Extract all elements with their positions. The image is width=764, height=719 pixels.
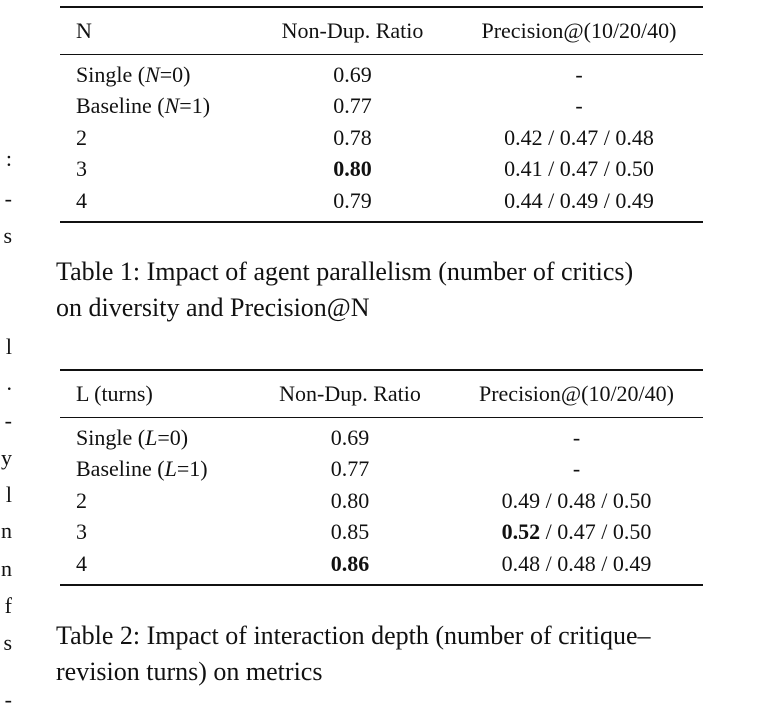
margin-fragment: -: [4, 186, 12, 211]
margin-fragment: l: [5, 334, 12, 359]
header-n: N: [60, 6, 250, 55]
non-dup-ratio-value: 0.77: [330, 456, 370, 482]
non-dup-ratio-value: 0.78: [333, 124, 372, 150]
non-dup-ratio-value: 0.80: [333, 156, 372, 182]
margin-fragment: s: [3, 223, 12, 248]
table-1-caption: Table 1: Impact of agent parallelism (nu…: [56, 254, 736, 326]
precision-value: 0.49 / 0.48 / 0.50: [501, 487, 652, 513]
margin-fragment: y: [1, 445, 12, 470]
non-dup-ratio-value: 0.85: [330, 519, 370, 545]
precision-value: 0.42 / 0.47 / 0.48: [504, 124, 654, 150]
caption-line: Table 2: Impact of interaction depth (nu…: [56, 621, 651, 650]
table-row: 3 0.80 0.41 / 0.47 / 0.50: [60, 154, 703, 186]
row-label: 3: [76, 156, 87, 182]
non-dup-ratio-value: 0.69: [333, 61, 372, 87]
table-row: 3 0.85 0.52 / 0.47 / 0.50: [60, 517, 703, 549]
caption-line: revision turns) on metrics: [56, 657, 323, 686]
margin-fragment: s: [3, 630, 12, 655]
table-row: 4 0.79 0.44 / 0.49 / 0.49: [60, 185, 703, 223]
non-dup-ratio-value: 0.86: [250, 548, 450, 586]
header-l-turns: L (turns): [60, 369, 250, 418]
row-label: 4: [60, 548, 250, 586]
row-label: Single (L=0): [76, 424, 189, 450]
row-label: 3: [76, 519, 87, 545]
table-2-caption: Table 2: Impact of interaction depth (nu…: [56, 618, 736, 690]
caption-line: Table 1: Impact of agent parallelism (nu…: [56, 257, 634, 286]
margin-fragment: -: [4, 408, 12, 433]
margin-fragment: l: [5, 482, 12, 507]
precision-value: 0.52 / 0.47 / 0.50: [501, 519, 652, 545]
margin-fragment: n: [1, 518, 12, 543]
precision-value: -: [575, 93, 583, 119]
non-dup-ratio-value: 0.69: [330, 424, 370, 450]
table-row: 2 0.78 0.42 / 0.47 / 0.48: [60, 122, 703, 154]
margin-fragment: .: [6, 370, 13, 395]
precision-value: -: [572, 456, 581, 482]
margin-fragment: n: [1, 556, 12, 581]
table-row: Single (L=0) 0.69 -: [60, 418, 703, 454]
row-label: Baseline (N=1): [76, 93, 211, 119]
table-row: 2 0.80 0.49 / 0.48 / 0.50: [60, 485, 703, 517]
table-row: 4 0.86 0.48 / 0.48 / 0.49: [60, 548, 703, 586]
table-interaction-depth: L (turns) Non-Dup. Ratio Precision@(10/2…: [60, 369, 703, 586]
non-dup-ratio-value: 0.80: [330, 487, 370, 513]
header-precision: Precision@(10/20/40): [455, 6, 703, 55]
row-label: 2: [76, 124, 87, 150]
margin-fragment: f: [4, 593, 12, 618]
row-label: 4: [60, 185, 250, 223]
table-header-row: N Non-Dup. Ratio Precision@(10/20/40): [60, 6, 703, 55]
caption-line: on diversity and Precision@N: [56, 293, 370, 322]
precision-value: 0.44 / 0.49 / 0.49: [455, 185, 703, 223]
table-row: Baseline (N=1) 0.77 -: [60, 91, 703, 123]
precision-value: 0.48 / 0.48 / 0.49: [450, 548, 703, 586]
precision-value: 0.41 / 0.47 / 0.50: [504, 156, 654, 182]
table-parallelism: N Non-Dup. Ratio Precision@(10/20/40) Si…: [60, 6, 703, 223]
non-dup-ratio-value: 0.79: [250, 185, 455, 223]
table-row: Baseline (L=1) 0.77 -: [60, 454, 703, 486]
non-dup-ratio-value: 0.77: [333, 93, 372, 119]
margin-fragment: -: [4, 687, 12, 712]
header-non-dup-ratio: Non-Dup. Ratio: [250, 6, 455, 55]
row-label: 2: [76, 487, 87, 513]
row-label: Single (N=0): [76, 61, 191, 87]
precision-value: -: [572, 424, 581, 450]
header-precision: Precision@(10/20/40): [450, 369, 703, 418]
header-non-dup-ratio: Non-Dup. Ratio: [250, 369, 450, 418]
margin-fragment: :: [5, 146, 12, 171]
precision-value: -: [575, 61, 583, 87]
table-row: Single (N=0) 0.69 -: [60, 55, 703, 91]
table-header-row: L (turns) Non-Dup. Ratio Precision@(10/2…: [60, 369, 703, 418]
row-label: Baseline (L=1): [76, 456, 208, 482]
